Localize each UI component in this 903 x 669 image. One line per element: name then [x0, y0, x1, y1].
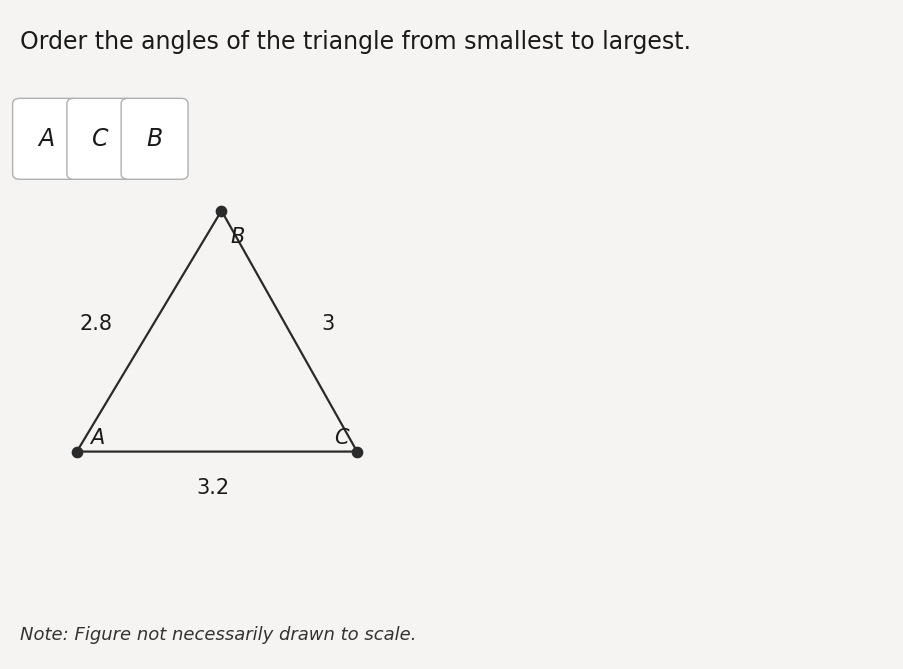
Text: B: B	[230, 227, 245, 248]
Text: 3: 3	[321, 314, 334, 334]
FancyBboxPatch shape	[67, 98, 134, 179]
Text: A: A	[38, 127, 54, 151]
Text: 3.2: 3.2	[196, 478, 228, 498]
FancyBboxPatch shape	[13, 98, 79, 179]
Text: A: A	[90, 428, 105, 448]
Text: B: B	[146, 127, 163, 151]
Text: C: C	[92, 127, 108, 151]
Text: Order the angles of the triangle from smallest to largest.: Order the angles of the triangle from sm…	[20, 30, 690, 54]
Text: Note: Figure not necessarily drawn to scale.: Note: Figure not necessarily drawn to sc…	[20, 626, 416, 644]
Point	[349, 446, 364, 457]
Point	[70, 446, 84, 457]
Point	[214, 205, 228, 216]
FancyBboxPatch shape	[121, 98, 188, 179]
Text: 2.8: 2.8	[79, 314, 113, 334]
Text: C: C	[334, 428, 349, 448]
